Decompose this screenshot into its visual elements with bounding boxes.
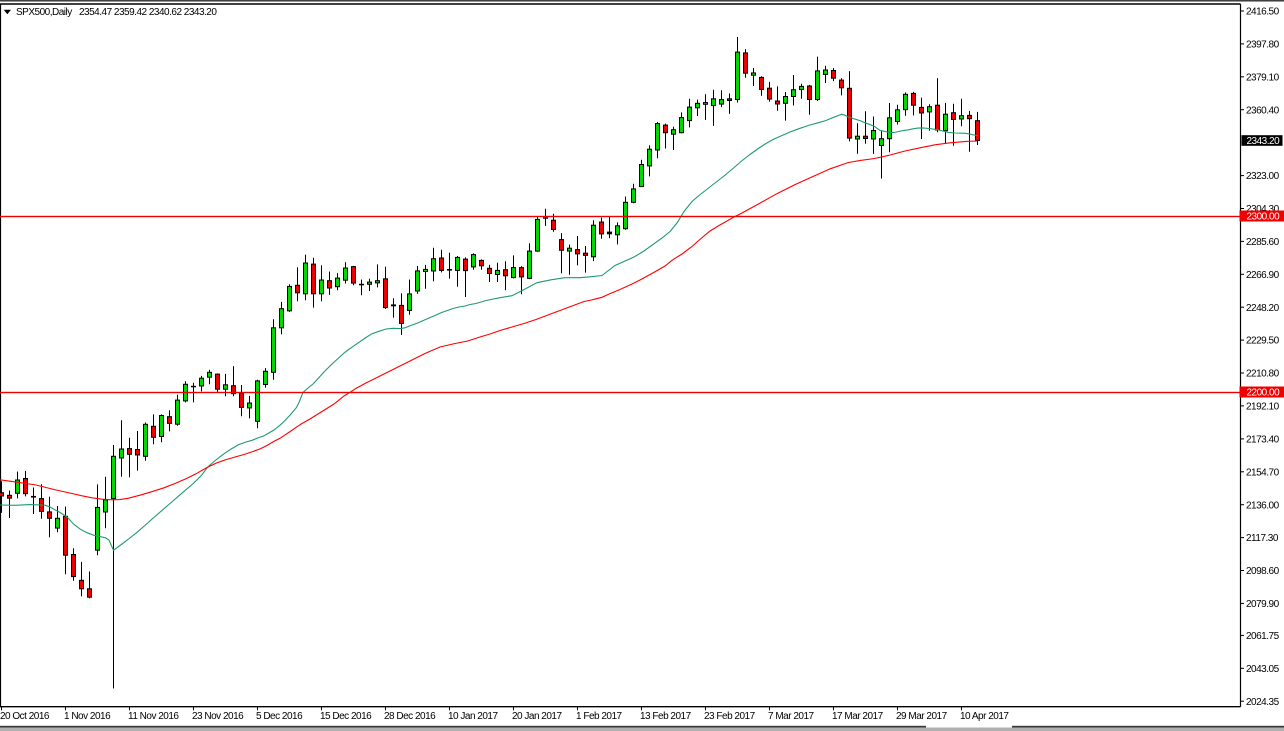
svg-text:2360.40: 2360.40 [1246, 105, 1280, 116]
svg-text:2266.90: 2266.90 [1246, 270, 1280, 281]
svg-text:2304.30: 2304.30 [1246, 204, 1280, 215]
svg-text:2061.75: 2061.75 [1246, 631, 1280, 642]
svg-text:1 Feb 2017: 1 Feb 2017 [576, 711, 623, 722]
svg-text:2248.20: 2248.20 [1246, 303, 1280, 314]
svg-text:2210.80: 2210.80 [1246, 369, 1280, 380]
svg-text:1 Nov 2016: 1 Nov 2016 [64, 711, 111, 722]
svg-text:7 Mar 2017: 7 Mar 2017 [768, 711, 815, 722]
svg-text:23 Nov 2016: 23 Nov 2016 [192, 711, 244, 722]
svg-text:10 Jan 2017: 10 Jan 2017 [448, 711, 498, 722]
svg-text:2379.10: 2379.10 [1246, 72, 1280, 83]
svg-text:2192.10: 2192.10 [1246, 402, 1280, 413]
svg-text:28 Dec 2016: 28 Dec 2016 [384, 711, 436, 722]
svg-text:29 Mar 2017: 29 Mar 2017 [896, 711, 948, 722]
svg-text:2098.60: 2098.60 [1246, 566, 1280, 577]
svg-text:2024.35: 2024.35 [1246, 697, 1280, 708]
svg-text:2323.00: 2323.00 [1246, 171, 1280, 182]
svg-text:2229.50: 2229.50 [1246, 336, 1280, 347]
svg-text:10 Apr 2017: 10 Apr 2017 [960, 711, 1009, 722]
svg-text:2300.00: 2300.00 [1247, 212, 1281, 223]
svg-text:2397.80: 2397.80 [1246, 40, 1280, 51]
svg-text:23 Feb 2017: 23 Feb 2017 [704, 711, 756, 722]
svg-text:2136.00: 2136.00 [1246, 500, 1280, 511]
svg-text:2043.05: 2043.05 [1246, 664, 1280, 675]
svg-text:11 Nov 2016: 11 Nov 2016 [128, 711, 179, 722]
svg-text:2285.60: 2285.60 [1246, 237, 1280, 248]
svg-text:2200.00: 2200.00 [1247, 388, 1281, 399]
svg-text:17 Mar 2017: 17 Mar 2017 [832, 711, 884, 722]
svg-text:2416.50: 2416.50 [1246, 7, 1280, 18]
svg-text:2173.40: 2173.40 [1246, 435, 1280, 446]
svg-text:13 Feb 2017: 13 Feb 2017 [640, 711, 692, 722]
svg-text:20 Oct 2016: 20 Oct 2016 [0, 711, 50, 722]
svg-text:2354.47 2359.42 2340.62 2343.2: 2354.47 2359.42 2340.62 2343.20 [79, 7, 217, 18]
svg-text:2079.90: 2079.90 [1246, 599, 1280, 610]
svg-text:SPX500,Daily: SPX500,Daily [16, 7, 72, 18]
svg-text:20 Jan 2017: 20 Jan 2017 [512, 711, 562, 722]
svg-text:2154.70: 2154.70 [1246, 467, 1280, 478]
svg-text:15 Dec 2016: 15 Dec 2016 [320, 711, 372, 722]
svg-text:2117.30: 2117.30 [1246, 533, 1279, 544]
svg-text:2343.20: 2343.20 [1247, 136, 1281, 147]
svg-text:5 Dec 2016: 5 Dec 2016 [256, 711, 303, 722]
